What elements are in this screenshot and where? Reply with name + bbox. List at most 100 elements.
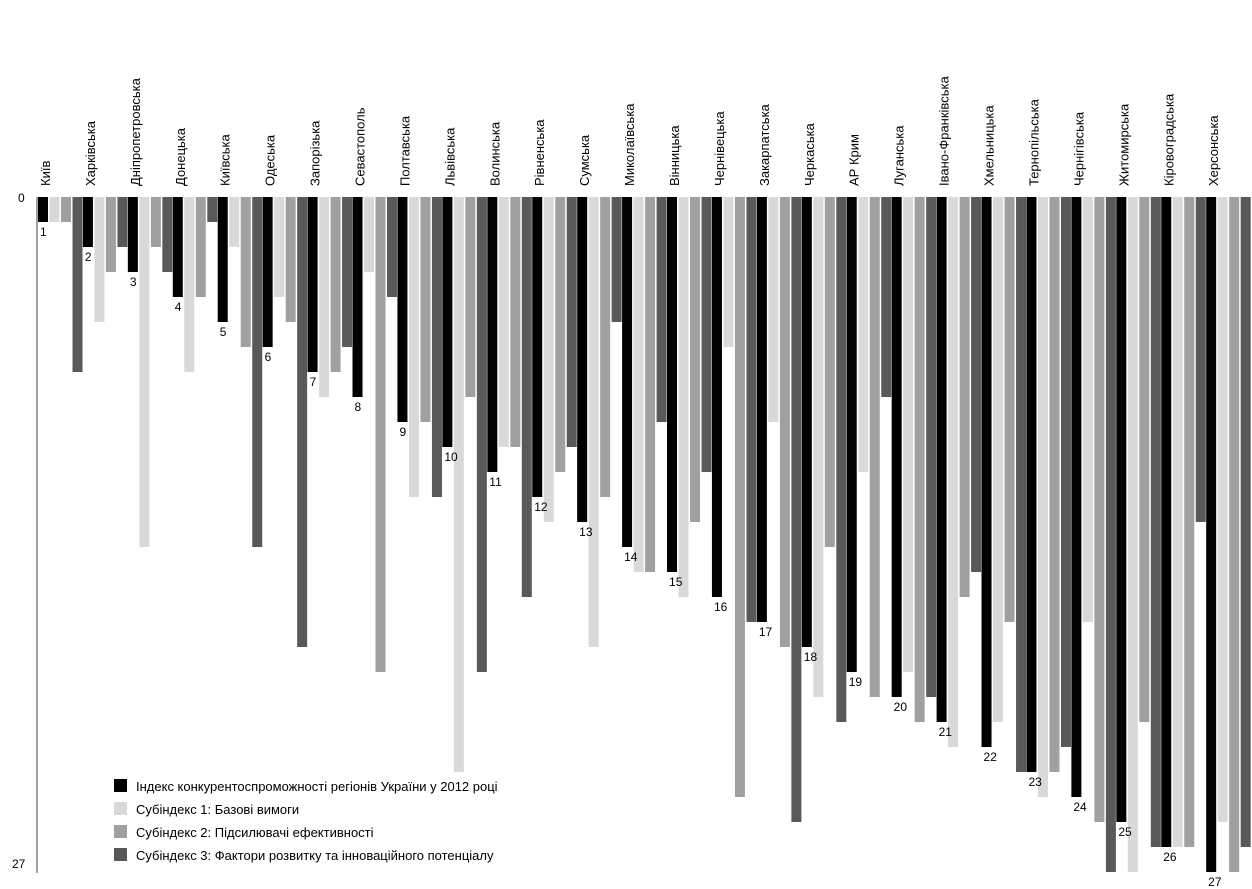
bar-6-series-1 [319, 197, 330, 397]
bar-20-series-0 [936, 197, 947, 722]
bar-22-series-1 [1037, 197, 1048, 797]
rank-label-0: 1 [40, 225, 47, 239]
bar-18-series-0 [846, 197, 857, 672]
rank-label-24: 25 [1118, 825, 1132, 839]
bar-2-series-3 [162, 197, 173, 272]
bar-6-series-3 [342, 197, 353, 347]
bar-10-series-2 [510, 197, 521, 447]
bar-10-series-3 [521, 197, 532, 597]
rank-label-7: 8 [355, 400, 362, 414]
category-label-13: Миколаївська [622, 103, 637, 186]
category-label-20: Івано-Франківська [937, 76, 952, 186]
bar-0-series-3 [72, 197, 83, 372]
bar-25-series-3 [1195, 197, 1206, 522]
bar-5-series-1 [274, 197, 285, 297]
bar-0-series-2 [61, 197, 71, 222]
bar-22-series-0 [1026, 197, 1037, 772]
bar-13-series-1 [633, 197, 644, 572]
bar-11-series-1 [543, 197, 554, 522]
y-tick-27: 27 [12, 857, 26, 871]
bar-11-series-2 [555, 197, 566, 472]
bar-15-series-3 [746, 197, 757, 622]
rank-label-20: 21 [939, 725, 953, 739]
bar-13-series-3 [656, 197, 667, 422]
bar-14-series-2 [690, 197, 701, 522]
bar-1-series-3 [117, 197, 128, 247]
category-label-18: АР Крим [847, 134, 862, 186]
bar-16-series-3 [791, 197, 802, 822]
rank-label-1: 2 [85, 250, 92, 264]
rank-label-22: 23 [1028, 775, 1042, 789]
bar-9-series-2 [465, 197, 476, 397]
bar-26-series-1 [1217, 197, 1228, 822]
bar-12-series-2 [600, 197, 611, 497]
legend-swatch-2 [114, 825, 127, 838]
bar-17-series-0 [801, 197, 812, 647]
rank-label-11: 12 [534, 500, 548, 514]
bar-23-series-1 [1082, 197, 1093, 622]
category-label-25: Кіровоградська [1161, 93, 1176, 186]
bar-4-series-3 [252, 197, 263, 547]
category-label-8: Полтавська [397, 115, 412, 186]
bar-9-series-1 [453, 197, 464, 772]
category-label-9: Львівська [442, 127, 457, 186]
bar-25-series-2 [1184, 197, 1195, 847]
legend-label-2: Субіндекс 2: Підсилювачі ефективності [136, 825, 374, 840]
bar-23-series-3 [1105, 197, 1116, 872]
bar-18-series-2 [869, 197, 880, 697]
bar-11-series-0 [532, 197, 543, 497]
bar-22-series-3 [1060, 197, 1071, 747]
bar-21-series-0 [981, 197, 992, 747]
bars-group [38, 197, 1251, 872]
bar-8-series-3 [431, 197, 442, 497]
bar-4-series-0 [217, 197, 228, 322]
bar-13-series-2 [645, 197, 656, 572]
category-label-21: Хмельницька [982, 105, 997, 186]
bar-17-series-3 [836, 197, 847, 722]
category-label-6: Запорізька [308, 120, 323, 186]
rank-label-25: 26 [1163, 850, 1177, 864]
bar-19-series-0 [891, 197, 902, 697]
bar-7-series-3 [387, 197, 398, 297]
category-label-7: Севастополь [353, 107, 368, 186]
rank-label-10: 11 [489, 475, 502, 489]
category-label-1: Харківська [83, 120, 98, 186]
legend: Індекс конкурентоспроможності регіонів У… [114, 779, 498, 863]
bar-25-series-1 [1172, 197, 1183, 847]
rank-label-3: 4 [175, 300, 182, 314]
bar-0-series-1 [49, 197, 60, 222]
rank-label-15: 16 [714, 600, 728, 614]
bar-8-series-1 [408, 197, 419, 497]
rank-label-13: 14 [624, 550, 638, 564]
category-label-24: Житомирська [1116, 103, 1131, 186]
bar-23-series-0 [1071, 197, 1082, 797]
bar-12-series-3 [611, 197, 622, 322]
rank-label-6: 7 [310, 375, 317, 389]
legend-label-0: Індекс конкурентоспроможності регіонів У… [136, 779, 498, 794]
category-label-4: Київська [218, 134, 233, 186]
bar-24-series-3 [1150, 197, 1161, 847]
category-label-14: Вінницька [667, 125, 682, 186]
bar-12-series-0 [577, 197, 588, 522]
category-label-3: Донецька [173, 127, 188, 186]
rank-label-21: 22 [984, 750, 998, 764]
category-label-5: Одеська [263, 134, 278, 186]
bar-24-series-2 [1139, 197, 1150, 722]
category-label-0: Київ [38, 161, 53, 186]
category-label-10: Волинська [487, 121, 502, 186]
bar-15-series-2 [734, 197, 745, 797]
y-tick-0: 0 [18, 191, 25, 205]
rank-label-17: 18 [804, 650, 818, 664]
bar-10-series-0 [487, 197, 498, 472]
bar-19-series-2 [914, 197, 925, 722]
bar-5-series-3 [297, 197, 308, 647]
bar-9-series-0 [442, 197, 453, 447]
bar-2-series-2 [150, 197, 161, 247]
bar-3-series-1 [184, 197, 195, 372]
bar-8-series-2 [420, 197, 431, 422]
bar-3-series-0 [172, 197, 183, 297]
category-label-16: Закарпатська [757, 103, 772, 186]
legend-swatch-3 [114, 848, 127, 861]
bar-3-series-2 [195, 197, 206, 297]
